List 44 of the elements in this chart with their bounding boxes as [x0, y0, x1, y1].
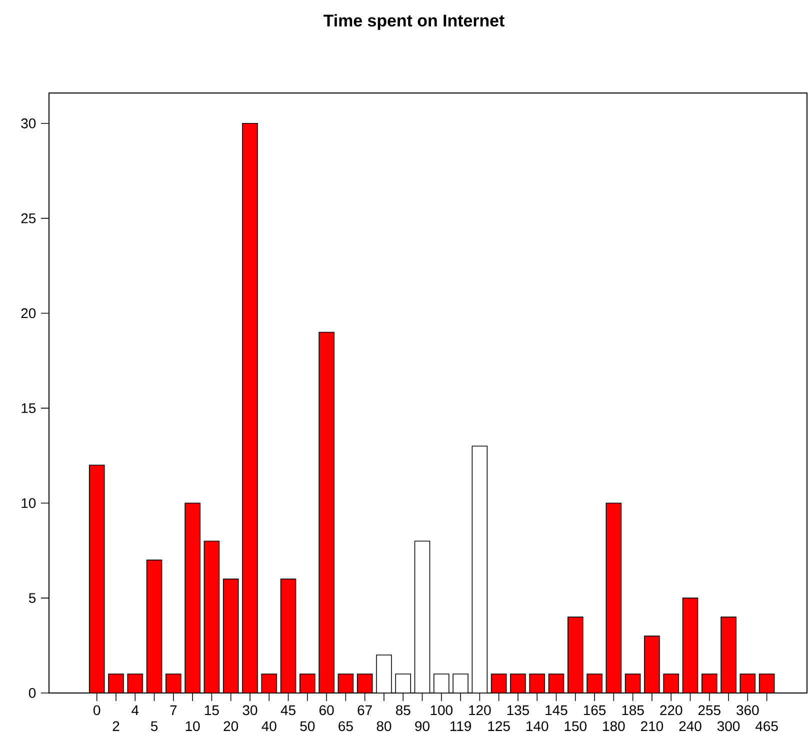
x-tick-label: 4 [132, 705, 139, 716]
x-tick-label: 165 [584, 705, 606, 716]
x-tick-label: 119 [450, 721, 471, 732]
y-tick-label: 15 [22, 403, 36, 414]
x-tick-label: 135 [507, 705, 530, 716]
x-tick-label: 67 [358, 705, 372, 716]
x-tick-label: 45 [280, 705, 296, 716]
chart-title: Time spent on Internet [324, 14, 504, 30]
x-tick-label: 65 [338, 721, 353, 732]
y-tick-label: 5 [28, 593, 36, 603]
x-tick-label: 2 [112, 721, 120, 731]
x-tick-label: 180 [603, 721, 625, 732]
x-tick-label: 0 [94, 705, 100, 716]
x-tick-label: 210 [641, 721, 664, 732]
x-tick-label: 120 [469, 705, 491, 716]
x-tick-label: 220 [660, 705, 682, 716]
x-tick-label: 90 [415, 721, 430, 732]
x-tick-label: 145 [546, 705, 568, 716]
x-tick-label: 140 [526, 721, 548, 732]
x-tick-label: 85 [396, 705, 410, 716]
y-tick-label: 25 [21, 213, 36, 224]
x-tick-label: 100 [430, 705, 452, 716]
y-tick-label: 0 [28, 688, 36, 698]
x-tick-label: 20 [224, 721, 238, 732]
x-tick-label: 255 [698, 705, 720, 716]
x-tick-label: 240 [679, 721, 702, 732]
x-tick-label: 5 [150, 721, 158, 732]
x-tick-label: 185 [622, 705, 644, 716]
x-tick-label: 10 [186, 721, 200, 732]
x-tick-label: 300 [717, 721, 740, 732]
x-tick-label: 7 [170, 705, 177, 716]
x-tick-label: 50 [300, 721, 315, 732]
x-tick-label: 15 [205, 705, 219, 716]
y-tick-label: 10 [22, 498, 36, 508]
x-tick-label: 125 [488, 721, 510, 732]
x-tick-label: 60 [320, 705, 334, 716]
x-tick-label: 40 [262, 721, 276, 732]
x-tick-label: 30 [242, 705, 258, 716]
x-tick-label: 150 [564, 721, 586, 732]
x-tick-label: 80 [376, 721, 392, 732]
y-tick-label: 30 [21, 118, 36, 128]
x-tick-label: 360 [736, 705, 759, 716]
y-tick-label: 20 [21, 308, 36, 318]
x-tick-label: 465 [755, 721, 778, 732]
